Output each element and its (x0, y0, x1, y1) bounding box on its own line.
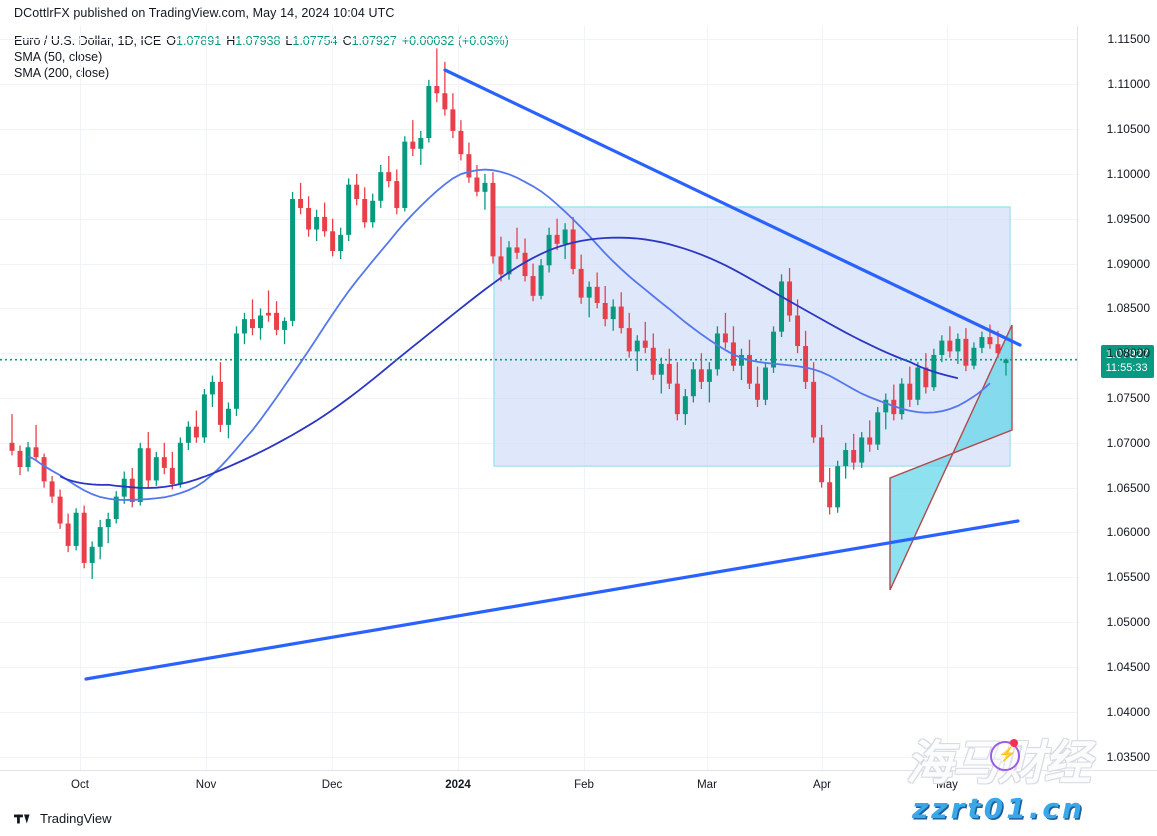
price-axis-tick: 1.03500 (1106, 749, 1150, 764)
price-gridline (0, 129, 1077, 131)
time-gridline (947, 26, 948, 770)
price-axis-tick: 1.09000 (1106, 256, 1150, 271)
price-axis[interactable]: 1.07927 11:55:33 1.11500 1.11000 1.10500 1.… (1077, 26, 1157, 770)
low-label: L (285, 34, 293, 48)
time-gridline (80, 26, 81, 770)
price-gridline (0, 218, 1077, 220)
price-axis-tick: 1.11000 (1107, 77, 1151, 92)
price-gridline (0, 263, 1077, 265)
price-gridline (0, 622, 1077, 624)
publisher-line: DCottlrFX published on TradingView.com, … (14, 6, 395, 20)
price-axis-tick: 1.06000 (1106, 525, 1150, 540)
low-value: 1.07754 (292, 34, 338, 48)
price-axis-tick: 1.07000 (1106, 435, 1150, 450)
chart-plot-area[interactable] (0, 26, 1077, 770)
time-gridline (822, 26, 823, 770)
price-axis-tick: 1.11500 (1107, 32, 1151, 47)
price-axis-tick: 1.04000 (1106, 704, 1150, 719)
high-label: H (226, 34, 236, 48)
price-gridline (0, 711, 1077, 713)
time-gridline (332, 26, 333, 770)
price-axis-tick: 1.08000 (1106, 346, 1150, 361)
price-gridline (0, 39, 1077, 41)
tradingview-footer-logo[interactable]: TradingView (14, 811, 112, 826)
time-axis-tick: 2024 (445, 779, 471, 791)
price-gridline (0, 577, 1077, 579)
legend-ohlc-row: Euro / U.S. Dollar, 1D, ICE O1.07891 H1.07… (14, 33, 509, 49)
time-axis-tick: Nov (195, 779, 217, 791)
time-gridline (707, 26, 708, 770)
time-axis-tick: Apr (813, 779, 831, 791)
close-label: C (342, 34, 352, 48)
bottom-bar (0, 800, 1157, 836)
time-axis-tick: Dec (321, 779, 343, 791)
price-gridline (0, 398, 1077, 399)
time-axis[interactable]: Oct Nov Dec 2024 Feb Mar Apr May (0, 770, 1157, 801)
legend-sma200-row[interactable]: SMA (200, close) (14, 66, 110, 80)
price-gridline (0, 308, 1077, 310)
open-value: 1.07891 (176, 34, 222, 48)
price-axis-tick: 1.05500 (1106, 570, 1150, 585)
price-axis-tick: 1.07500 (1106, 391, 1150, 405)
tradingview-wordmark: TradingView (40, 811, 112, 826)
price-axis-tick: 1.08500 (1106, 301, 1150, 316)
price-gridline (0, 666, 1077, 668)
symbol-label[interactable]: Euro / U.S. Dollar, 1D, ICE (14, 34, 162, 48)
price-gridline (0, 173, 1077, 175)
price-axis-tick: 1.04500 (1106, 659, 1150, 674)
price-gridline (0, 487, 1077, 489)
price-axis-tick: 1.06500 (1106, 480, 1150, 495)
price-axis-tick: 1.10500 (1106, 122, 1150, 137)
current-price-value: 1.07927 (1105, 346, 1149, 361)
bar-countdown: 11:55:33 (1105, 361, 1148, 374)
change-value: +0.00032 (+0.03%) (401, 34, 509, 48)
high-value: 1.07938 (235, 34, 281, 48)
current-price-badge: 1.07927 11:55:33 (1100, 344, 1154, 378)
price-gridline (0, 353, 1077, 355)
price-gridline (0, 532, 1077, 534)
price-gridline (0, 756, 1077, 758)
time-axis-tick: Oct (71, 779, 89, 791)
price-axis-tick: 1.10000 (1106, 166, 1150, 181)
time-axis-tick: Mar (697, 779, 717, 791)
time-axis-tick: Feb (574, 779, 594, 791)
time-axis-tick: May (936, 779, 958, 791)
price-axis-tick: 1.05000 (1106, 615, 1150, 630)
price-gridline (0, 442, 1077, 444)
time-gridline (206, 26, 207, 770)
price-axis-tick: 1.09500 (1106, 211, 1150, 226)
tradingview-mark-icon (14, 814, 30, 823)
time-gridline (458, 26, 459, 770)
close-value: 1.07927 (351, 34, 397, 48)
price-gridline (0, 84, 1077, 86)
time-gridline (584, 26, 585, 770)
open-label: O (166, 34, 177, 48)
